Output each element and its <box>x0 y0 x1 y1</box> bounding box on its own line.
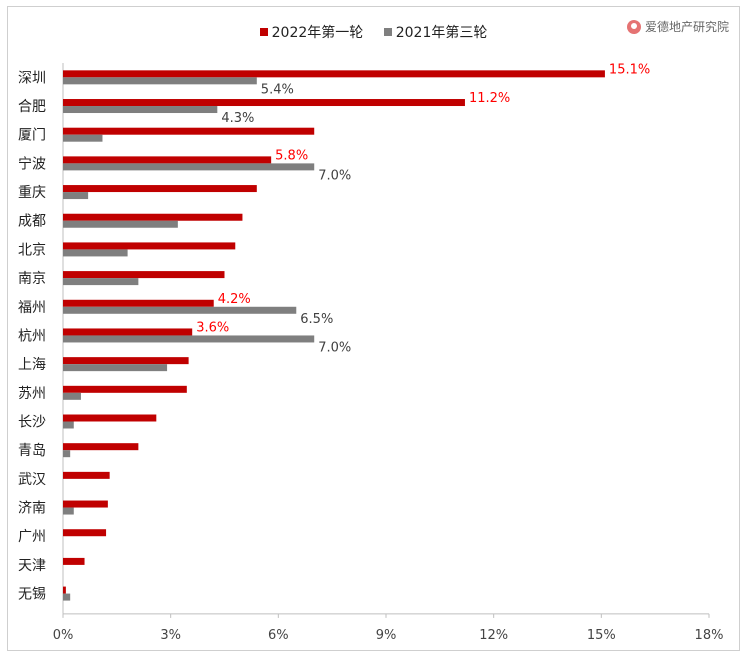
data-label-series-1: 15.1% <box>609 62 650 77</box>
category-label: 重庆 <box>18 185 46 201</box>
x-tick-label: 6% <box>268 628 289 643</box>
bar-series-2 <box>63 392 81 400</box>
x-tick-label: 0% <box>53 628 74 643</box>
data-label-series-1: 4.2% <box>218 292 251 307</box>
legend-label-series-1: 2022年第一轮 <box>271 25 364 41</box>
bar-series-1 <box>63 242 236 250</box>
bar-series-2 <box>63 306 297 314</box>
bar-series-1 <box>63 99 465 107</box>
category-label: 合肥 <box>18 99 46 115</box>
x-tick-label: 3% <box>160 628 181 643</box>
category-label: 无锡 <box>18 587 46 603</box>
bar-series-1 <box>63 414 157 422</box>
bar-series-2 <box>63 106 218 114</box>
category-label: 厦门 <box>18 128 46 144</box>
bar-series-1 <box>63 586 66 594</box>
bar-series-2 <box>63 192 89 200</box>
category-label: 深圳 <box>18 70 46 86</box>
chart-frame <box>7 6 740 651</box>
data-label-series-2: 7.0% <box>318 340 351 355</box>
data-label-series-2: 6.5% <box>300 312 333 327</box>
watermark: 爱德地产研究院 <box>626 18 729 35</box>
category-label: 成都 <box>18 214 46 230</box>
category-label: 青岛 <box>18 443 46 459</box>
category-label: 济南 <box>18 501 46 517</box>
bar-series-2 <box>63 335 315 343</box>
bar-series-2 <box>63 364 168 372</box>
watermark-logo-icon <box>626 19 641 34</box>
bar-series-1 <box>63 185 257 193</box>
bar-series-2 <box>63 134 103 142</box>
bar-series-1 <box>63 70 605 78</box>
bar-series-1 <box>63 127 315 135</box>
category-label: 北京 <box>18 242 46 258</box>
category-label: 广州 <box>18 529 46 545</box>
bar-series-1 <box>63 443 139 451</box>
legend-swatch-series-2 <box>383 28 392 36</box>
bar-series-1 <box>63 156 272 164</box>
category-label: 天津 <box>18 558 46 574</box>
bar-series-1 <box>63 471 110 479</box>
x-tick-label: 18% <box>695 628 724 643</box>
category-label: 苏州 <box>18 386 46 402</box>
bar-series-1 <box>63 529 107 537</box>
bar-series-1 <box>63 557 85 565</box>
category-label: 杭州 <box>18 328 46 344</box>
bar-series-2 <box>63 421 74 429</box>
legend-item-series-1: 2022年第一轮 <box>259 22 364 42</box>
legend-item-series-2: 2021年第三轮 <box>383 22 488 42</box>
bar-series-1 <box>63 328 193 336</box>
data-label-series-1: 3.6% <box>196 320 229 335</box>
bar-series-1 <box>63 271 225 279</box>
bar-series-1 <box>63 357 189 365</box>
category-label: 福州 <box>18 300 46 316</box>
data-label-series-1: 11.2% <box>469 91 510 106</box>
bar-series-2 <box>63 593 71 601</box>
category-label: 上海 <box>18 357 46 373</box>
bar-series-1 <box>63 385 187 393</box>
bar-series-1 <box>63 213 243 221</box>
bar-series-2 <box>63 220 178 228</box>
watermark-text: 爱德地产研究院 <box>644 20 729 34</box>
bar-series-2 <box>63 507 74 515</box>
legend-label-series-2: 2021年第三轮 <box>395 25 488 41</box>
bar-series-2 <box>63 163 315 171</box>
data-label-series-2: 7.0% <box>318 168 351 183</box>
bar-series-2 <box>63 278 139 286</box>
data-label-series-1: 5.8% <box>275 148 308 163</box>
bar-series-2 <box>63 77 257 85</box>
category-label: 南京 <box>18 271 46 287</box>
legend-swatch-series-1 <box>259 28 268 36</box>
category-label: 长沙 <box>18 415 46 431</box>
x-tick-label: 9% <box>376 628 397 643</box>
data-label-series-2: 4.3% <box>221 111 254 126</box>
x-tick-label: 12% <box>479 628 508 643</box>
x-tick-label: 15% <box>587 628 616 643</box>
bar-series-2 <box>63 249 128 257</box>
category-label: 武汉 <box>18 472 46 488</box>
bar-series-1 <box>63 500 108 508</box>
bar-series-1 <box>63 299 214 307</box>
chart-legend: 2022年第一轮 2021年第三轮 <box>0 22 747 42</box>
data-label-series-2: 5.4% <box>261 82 294 97</box>
category-label: 宁波 <box>18 155 46 172</box>
bar-series-2 <box>63 450 71 458</box>
